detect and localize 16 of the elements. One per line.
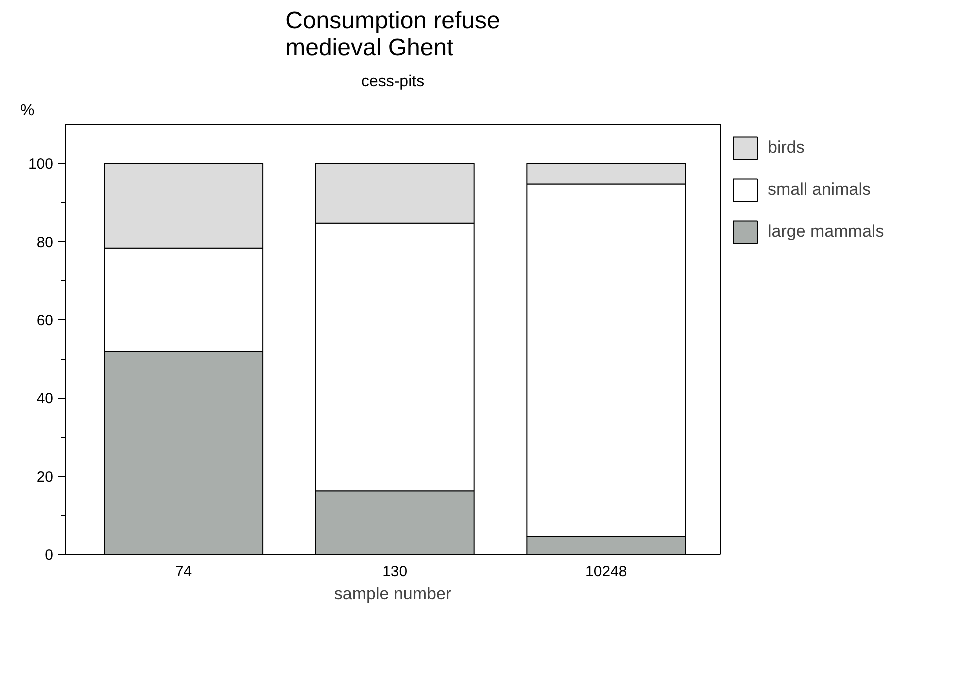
x-axis-title: sample number [334, 584, 452, 604]
legend-label: large mammals [768, 222, 884, 242]
y-tick-label: 20 [36, 468, 54, 486]
chart-title: Consumption refuse medieval Ghent [286, 8, 500, 62]
y-axis-title: % [20, 102, 35, 120]
y-tick-label: 80 [36, 234, 54, 252]
legend-label: birds [768, 138, 805, 158]
y-tick-label: 100 [28, 156, 54, 174]
x-tick-label: 10248 [586, 564, 628, 580]
legend-label: small animals [768, 180, 871, 200]
y-tick-label: 0 [45, 547, 54, 564]
x-tick-label: 130 [382, 564, 408, 580]
x-tick-label: 74 [175, 564, 192, 580]
y-tick-label: 40 [36, 390, 54, 408]
y-tick-label: 60 [36, 312, 54, 330]
chart-subtitle: cess-pits [361, 74, 425, 90]
